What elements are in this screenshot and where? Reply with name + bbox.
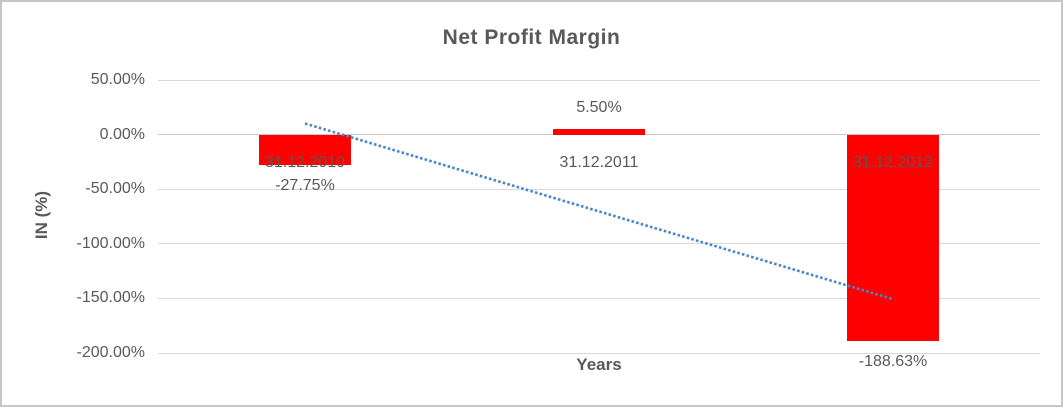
y-tick-label: -100.00% — [76, 234, 146, 252]
x-category-label: 31.12.2010 — [264, 153, 346, 171]
y-tick-label: -200.00% — [76, 344, 146, 361]
x-axis-title: Years — [576, 355, 622, 374]
y-tick-label: 0.00% — [99, 125, 145, 143]
y-tick-label: -50.00% — [85, 180, 145, 198]
gridline — [158, 352, 1040, 354]
y-tick-label: -150.00% — [76, 289, 146, 307]
x-category-label: 31.12.2011 — [559, 153, 639, 171]
data-label: -27.75% — [275, 176, 335, 194]
bar-31.12.2011 — [553, 128, 645, 135]
x-category-label: 31.12.2012 — [852, 153, 934, 171]
data-label: 5.50% — [576, 98, 622, 116]
gridline — [158, 79, 1040, 81]
y-tick-label: 50.00% — [90, 71, 145, 88]
data-label: -188.63% — [858, 352, 928, 370]
chart-title: Net Profit Margin — [442, 26, 621, 49]
